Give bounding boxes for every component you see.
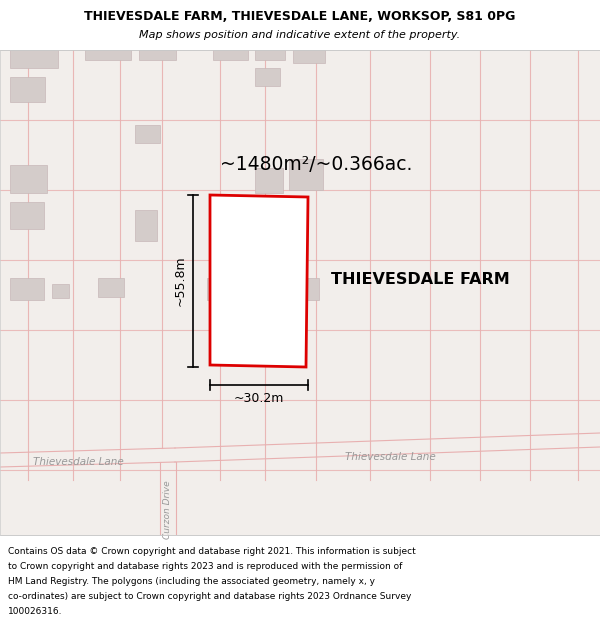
Bar [207, 278, 243, 300]
Text: 100026316.: 100026316. [8, 607, 62, 616]
Bar [0, 50, 600, 535]
Bar [250, 278, 280, 300]
Text: ~1480m²/~0.366ac.: ~1480m²/~0.366ac. [220, 156, 412, 174]
Polygon shape [175, 433, 600, 462]
Bar [10, 39, 58, 68]
Bar [213, 39, 248, 60]
Bar [289, 159, 323, 191]
Bar [10, 202, 44, 229]
Bar [10, 165, 47, 193]
Bar [255, 168, 283, 193]
Bar [135, 125, 160, 143]
Text: HM Land Registry. The polygons (including the associated geometry, namely x, y: HM Land Registry. The polygons (includin… [8, 577, 375, 586]
Bar [98, 278, 124, 297]
Text: to Crown copyright and database rights 2023 and is reproduced with the permissio: to Crown copyright and database rights 2… [8, 562, 403, 571]
Bar [0, 535, 600, 625]
Text: Map shows position and indicative extent of the property.: Map shows position and indicative extent… [139, 30, 461, 40]
Polygon shape [210, 195, 308, 367]
Bar [255, 68, 280, 86]
Bar [0, 50, 600, 535]
Text: THIEVESDALE FARM: THIEVESDALE FARM [331, 272, 509, 288]
Bar [139, 39, 176, 60]
Polygon shape [160, 462, 176, 535]
Polygon shape [0, 448, 175, 467]
Bar [286, 278, 319, 300]
Bar [85, 39, 131, 60]
Bar [135, 210, 157, 241]
Text: Curzon Drive: Curzon Drive [163, 481, 173, 539]
Text: Contains OS data © Crown copyright and database right 2021. This information is : Contains OS data © Crown copyright and d… [8, 547, 416, 556]
Bar [293, 39, 325, 62]
Bar [52, 284, 69, 298]
Text: ~55.8m: ~55.8m [173, 256, 187, 306]
Text: THIEVESDALE FARM, THIEVESDALE LANE, WORKSOP, S81 0PG: THIEVESDALE FARM, THIEVESDALE LANE, WORK… [85, 11, 515, 24]
Bar [255, 39, 285, 60]
Text: co-ordinates) are subject to Crown copyright and database rights 2023 Ordnance S: co-ordinates) are subject to Crown copyr… [8, 592, 412, 601]
Bar [10, 278, 44, 300]
Text: ~30.2m: ~30.2m [234, 392, 284, 406]
Text: Thievesdale Lane: Thievesdale Lane [344, 452, 436, 462]
Bar [0, 0, 600, 50]
Bar [10, 77, 45, 102]
Text: Thievesdale Lane: Thievesdale Lane [32, 457, 124, 467]
